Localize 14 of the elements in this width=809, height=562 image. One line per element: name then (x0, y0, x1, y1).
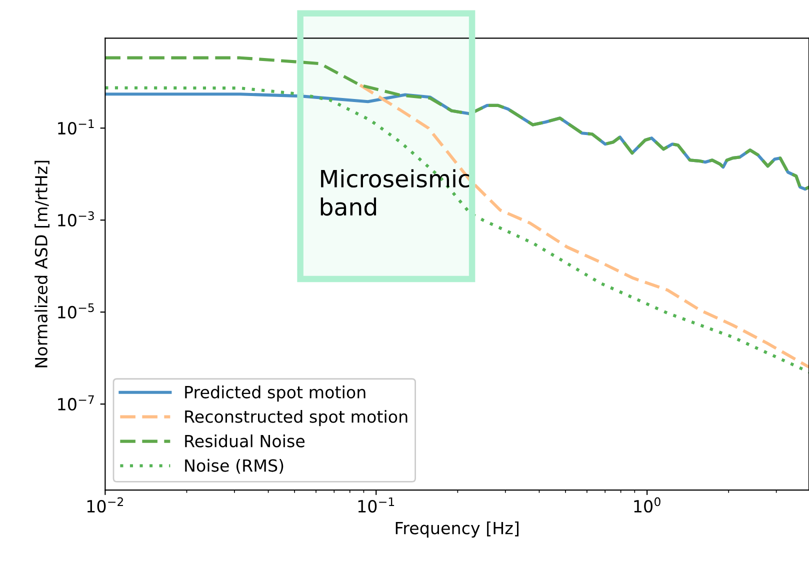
legend-label: Noise (RMS) (185, 458, 284, 474)
y-tick-label: 10$^{−1}$ (58, 119, 94, 135)
y-axis-title: Normalized ASD [m/rtHz] (34, 160, 50, 368)
legend-label: Residual Noise (185, 434, 305, 448)
x-axis-title: Frequency [Hz] (396, 521, 518, 538)
band-label: Microseismic band (320, 169, 470, 216)
y-tick-label: 10$^{−3}$ (58, 211, 94, 227)
x-tick-label: 10$^{−2}$ (87, 497, 123, 513)
legend-label: Predicted spot motion (185, 386, 366, 402)
y-tick-label: 10$^{−5}$ (58, 303, 94, 319)
x-tick-label: 10$^{0}$ (634, 497, 660, 513)
x-tick-label: 10$^{−1}$ (358, 497, 394, 513)
legend-label: Reconstructed spot motion (185, 410, 408, 426)
y-tick-label: 10$^{−7}$ (58, 395, 94, 411)
